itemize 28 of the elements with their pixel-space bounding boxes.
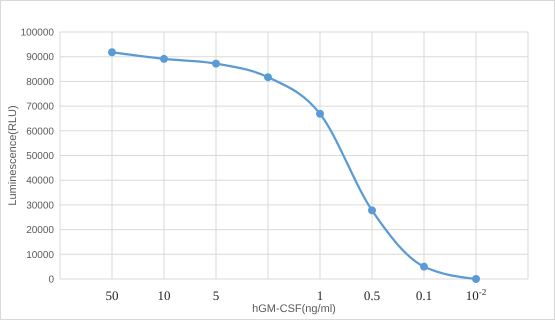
y-tick-label: 100000 — [20, 28, 54, 38]
point — [472, 275, 480, 283]
y-tick-label: 70000 — [26, 102, 54, 113]
point — [160, 54, 168, 63]
y-tick-label: 30000 — [26, 200, 54, 212]
y-tick-label: 0 — [48, 274, 54, 286]
y-tick-label: 20000 — [26, 225, 54, 236]
x-axis-title: hGM-CSF(ng/ml) — [252, 303, 336, 315]
y-tick-label: 50000 — [26, 151, 54, 162]
x-tick-label: 10$^{-2}$ — [466, 287, 487, 303]
y-tick-label: 40000 — [26, 176, 54, 187]
point — [264, 73, 272, 82]
point — [420, 262, 428, 271]
point — [212, 60, 220, 68]
y-tick-label: 10000 — [26, 250, 54, 261]
y-tick-label: 80000 — [26, 76, 54, 88]
y-tick-label: 60000 — [26, 126, 54, 138]
x-tick-label: 0.5 — [364, 288, 380, 303]
y-axis-title: Luminescence(RLU) — [7, 105, 19, 206]
x-tick-label: 0.1 — [416, 288, 432, 303]
point — [108, 48, 116, 56]
point — [316, 110, 324, 118]
y-tick-label: 90000 — [26, 52, 54, 64]
x-tick-label: 1 — [316, 288, 324, 303]
point — [368, 206, 376, 214]
x-tick-label: 50 — [106, 288, 118, 303]
x-tick-label: 5 — [212, 288, 220, 303]
x-tick-label: 10 — [158, 288, 170, 303]
